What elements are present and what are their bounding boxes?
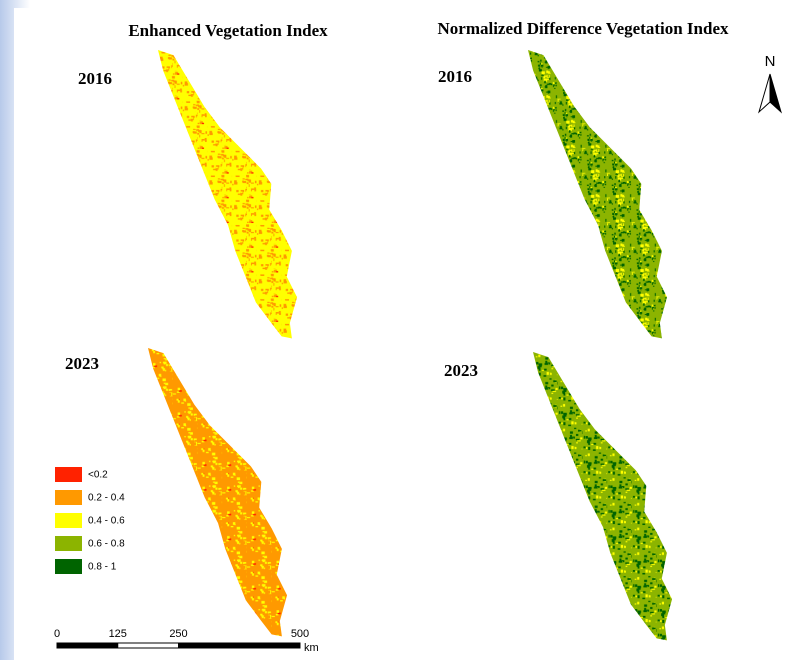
ndvi-title: Normalized Difference Vegetation Index: [438, 19, 729, 38]
map-figure: Enhanced Vegetation Index Normalized Dif…: [0, 0, 808, 660]
scale-tick-label: 250: [169, 628, 187, 640]
scale-segment: [179, 643, 301, 648]
evi-title: Enhanced Vegetation Index: [128, 21, 328, 40]
legend-label: <0.2: [88, 470, 108, 481]
legend-swatch: [55, 490, 82, 505]
scale-tick-label: 125: [109, 628, 127, 640]
legend-label: 0.2 - 0.4: [88, 493, 125, 504]
legend-swatch: [55, 536, 82, 551]
scale-segment: [118, 643, 179, 648]
year-label: 2016: [78, 69, 112, 88]
scale-tick-label: 500: [291, 628, 309, 640]
scale-tick-label: 0: [54, 628, 60, 640]
legend-label: 0.6 - 0.8: [88, 539, 125, 550]
legend-swatch: [55, 559, 82, 574]
north-label: N: [765, 53, 776, 70]
legend-swatch: [55, 513, 82, 528]
legend-label: 0.8 - 1: [88, 562, 117, 573]
panel-background: [14, 8, 808, 660]
year-label: 2016: [438, 67, 472, 86]
year-label: 2023: [65, 354, 99, 373]
year-label: 2023: [444, 361, 478, 380]
scale-unit: km: [304, 642, 319, 654]
legend-label: 0.4 - 0.6: [88, 516, 125, 527]
scale-segment: [57, 643, 118, 648]
legend-swatch: [55, 467, 82, 482]
